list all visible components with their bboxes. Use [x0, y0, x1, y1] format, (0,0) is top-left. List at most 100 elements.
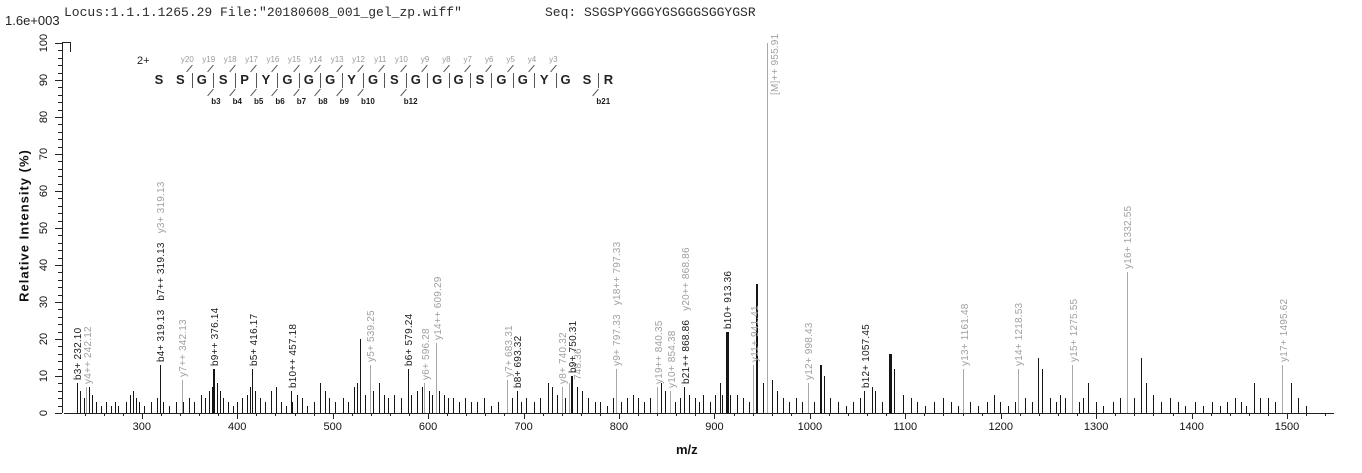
y-ion-label: y15	[287, 55, 301, 64]
peak	[1227, 401, 1229, 413]
peak	[1042, 368, 1044, 413]
peak-label-text: y7++ 342.13	[178, 318, 189, 377]
peak	[193, 401, 195, 413]
peak	[830, 398, 832, 413]
peak	[150, 401, 152, 413]
peak-label: y19++ 840.35	[654, 321, 665, 385]
peak	[91, 394, 93, 413]
peak-label: y14+ 1218.53	[1014, 302, 1025, 365]
peak	[917, 401, 919, 413]
peak	[657, 387, 658, 413]
peak	[411, 394, 413, 413]
b-ion-label: b21	[596, 97, 611, 106]
peak	[135, 398, 137, 413]
peak	[1246, 405, 1248, 413]
sequence-residue: S	[475, 72, 485, 87]
cleavage-marker	[555, 73, 557, 88]
y-tick-minor	[58, 198, 62, 200]
peak	[335, 401, 337, 413]
peak	[533, 401, 535, 413]
x-tick-minor	[275, 413, 277, 416]
y-tick-minor	[58, 331, 62, 333]
peak-label: b21++ 868.86 y20++ 868.86	[681, 247, 692, 384]
peak	[582, 390, 584, 413]
peak	[250, 387, 252, 413]
peak	[436, 342, 438, 413]
x-tick-minor	[1115, 413, 1117, 416]
peak	[86, 387, 88, 413]
peak	[447, 398, 449, 413]
peak	[721, 394, 723, 413]
peak	[627, 398, 629, 413]
peak	[864, 390, 866, 413]
y-tick-minor	[58, 235, 62, 237]
y-tick-minor	[58, 94, 62, 96]
x-tick-minor	[981, 413, 983, 416]
b-ion-label: b9	[339, 97, 349, 106]
x-tick-label: 1400	[1179, 421, 1204, 433]
x-tick-minor	[676, 413, 678, 416]
peak-label-text: b4+ 319.13	[156, 309, 168, 362]
peak	[1060, 394, 1062, 413]
sequence-residue: Y	[347, 72, 356, 87]
peak	[823, 376, 825, 413]
b-ion-label: b4	[232, 97, 242, 106]
x-tick-major	[618, 413, 620, 419]
cleavage-marker	[298, 73, 300, 88]
peak	[1298, 398, 1299, 413]
peak	[525, 398, 527, 413]
peak-label: y16+ 1332.55	[1123, 206, 1134, 269]
peak-label: y17+ 1495.62	[1279, 299, 1290, 362]
peak	[275, 387, 277, 413]
x-tick-label: 1000	[797, 421, 823, 433]
y-tick-minor	[58, 102, 62, 104]
peak	[359, 339, 361, 413]
peak	[1282, 364, 1284, 413]
peak	[1049, 398, 1051, 413]
peak	[228, 401, 230, 413]
sequence-header-label: Seq: SSGSPYGGGYGSGGGSGGYGSR	[545, 5, 756, 20]
peak	[1275, 401, 1277, 413]
peak	[498, 401, 500, 413]
peak	[301, 398, 303, 413]
cleavage-marker	[277, 73, 279, 88]
peak-label-text: y17+ 1495.62	[1278, 298, 1290, 362]
peak	[168, 405, 170, 413]
x-tick-major	[1287, 413, 1289, 419]
peak-label: y15+ 1275.55	[1069, 299, 1080, 362]
cleavage-marker	[448, 73, 450, 88]
peak	[354, 387, 356, 413]
peak	[1072, 364, 1074, 413]
peak	[1170, 398, 1172, 413]
peak	[324, 390, 326, 413]
peak	[565, 398, 567, 413]
x-axis-line	[64, 413, 1334, 414]
y-tick-minor	[58, 368, 62, 370]
sequence-residue: G	[496, 72, 507, 87]
peak	[1177, 401, 1179, 413]
y-tick-minor	[58, 72, 62, 74]
peak-label: y13+ 1161.48	[960, 303, 971, 366]
peak	[232, 405, 234, 413]
peak	[259, 398, 261, 413]
b-ion-label: b3	[211, 97, 221, 106]
x-tick-minor	[1306, 413, 1308, 416]
b-ion-label: b8	[318, 97, 328, 106]
y-ion-label: y9	[420, 55, 430, 64]
x-tick-minor	[1248, 413, 1250, 416]
peak	[464, 398, 466, 413]
y-ion-label: y19	[202, 55, 216, 64]
peak-label-text: b9+ 750.31	[567, 320, 579, 373]
peak-label-text: y13+ 1161.48	[959, 303, 971, 366]
peak	[1219, 405, 1221, 413]
y-tick-minor	[58, 250, 62, 252]
x-tick-minor	[1134, 413, 1136, 416]
peak	[369, 364, 371, 413]
peak-label: b6+ 579.24	[404, 313, 415, 365]
peak	[175, 401, 177, 413]
peak	[1235, 398, 1237, 413]
y-tick-minor	[58, 109, 62, 111]
x-tick-minor	[84, 413, 86, 416]
peak-label: b12+ 1057.45	[861, 324, 872, 388]
